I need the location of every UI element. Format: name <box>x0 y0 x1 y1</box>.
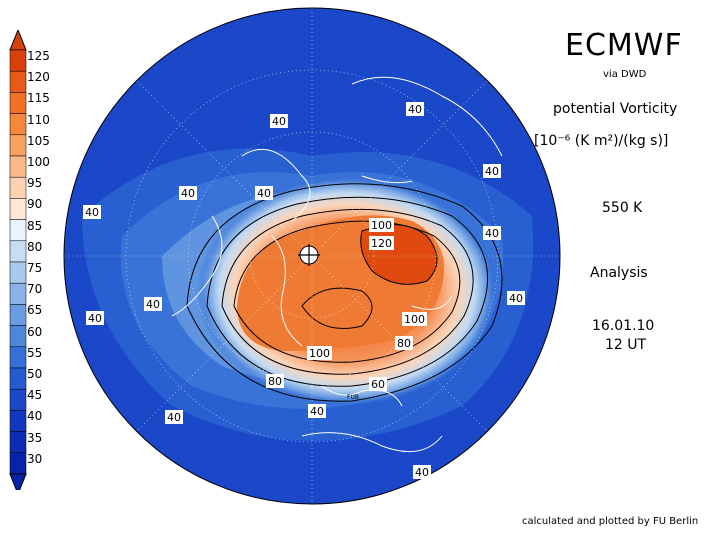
colorbar-tick-label: 35 <box>27 430 43 445</box>
colorbar-tick-label: 75 <box>27 261 43 275</box>
contour-label-box <box>413 465 431 479</box>
colorbar-cell <box>9 240 27 263</box>
contour-label: 40 <box>181 187 195 200</box>
contour-label: 40 <box>415 466 429 479</box>
contour-label: 40 <box>146 298 160 311</box>
analysis-label: Analysis <box>590 265 648 281</box>
model-title: ECMWF <box>565 28 683 63</box>
date-label: 16.01.10 <box>592 318 655 334</box>
contour-label: 40 <box>485 165 499 178</box>
contour-label: 60 <box>371 378 385 391</box>
colorbar-cell <box>9 388 27 411</box>
polar-map: FUB 40 40 40 40 40 40 40 40 40 40 40 40 40 100 120 100 1… <box>63 7 561 505</box>
source-label: via DWD <box>603 69 647 80</box>
contour-label-box <box>144 297 162 311</box>
contour-label-box <box>406 102 424 116</box>
colorbar-tick-label: 95 <box>27 176 43 191</box>
colorbar-cell <box>9 113 27 136</box>
colorbar-tick-label: 85 <box>27 218 43 233</box>
fub-marker-label: FUB <box>347 394 359 401</box>
contour-label: 40 <box>509 292 523 305</box>
colorbar-cell <box>9 282 27 305</box>
colorbar-cell <box>9 134 27 157</box>
colorbar-tick-label: 65 <box>27 303 43 318</box>
contour-label: 40 <box>257 187 271 200</box>
contour-label-box <box>483 164 501 178</box>
colorbar-tick-label: 110 <box>27 112 50 127</box>
colorbar-top-arrow <box>9 30 27 51</box>
contour-label: 40 <box>85 206 99 219</box>
contour-label-box <box>483 226 501 240</box>
colorbar-cell <box>9 70 27 93</box>
colorbar-tick-label: 40 <box>27 409 43 424</box>
field-label: potential Vorticity <box>553 101 678 117</box>
colorbar-cell <box>9 198 27 220</box>
contour-label: 40 <box>88 312 102 325</box>
coastlines <box>171 76 503 453</box>
colorbar-cell <box>9 176 27 199</box>
colorbar-cell <box>9 346 27 369</box>
units-label: [10⁻⁶ (K m²)/(kg s)] <box>534 133 669 149</box>
contour-label-box <box>165 410 183 424</box>
contour-label-box <box>369 236 394 250</box>
contour-label-box <box>507 291 525 305</box>
contour-label: 40 <box>310 405 324 418</box>
colorbar-cell <box>9 261 27 284</box>
contour-label-box <box>369 377 387 391</box>
colorbar-tick-label: 105 <box>27 133 50 148</box>
colorbar-tick-label: 55 <box>27 345 43 360</box>
contour-label: 100 <box>371 219 392 232</box>
colorbar-cell <box>9 92 27 114</box>
colorbar-tick-label: 30 <box>27 451 43 466</box>
colorbar-cell <box>9 155 27 178</box>
contour-label: 100 <box>404 313 425 326</box>
contour-label: 40 <box>485 227 499 240</box>
contour-label: 120 <box>371 237 392 250</box>
contour-label-box <box>83 205 101 219</box>
colorbar-tick-label: 100 <box>27 155 50 169</box>
contour-label-box <box>255 186 273 200</box>
colorbar-tick-label: 70 <box>27 282 43 297</box>
colorbar-tick-label: 115 <box>27 91 50 106</box>
contour-label-box <box>395 336 413 350</box>
contour-label-box <box>179 186 197 200</box>
colorbar-tick-label: 125 <box>27 49 50 63</box>
colorbar-tick-label: 90 <box>27 197 43 212</box>
contour-label-box <box>402 312 427 326</box>
contour-label-box <box>369 218 394 232</box>
colorbar-tick-label: 50 <box>27 367 43 381</box>
colorbar-cell <box>9 410 27 432</box>
contour-label: 40 <box>408 103 422 116</box>
colorbar-cell <box>9 325 27 348</box>
colorbar-cell <box>9 304 27 326</box>
colorbar-cell <box>9 452 27 475</box>
contour-label-box <box>86 311 104 325</box>
level-label: 550 K <box>602 200 643 216</box>
colorbar-cell <box>9 49 27 72</box>
colorbar-tick-label: 120 <box>27 70 50 85</box>
contour-label-box <box>266 374 284 388</box>
contour-label: 100 <box>309 347 330 360</box>
contour-label: 80 <box>268 375 282 388</box>
colorbar-tick-label: 45 <box>27 388 43 403</box>
colorbar-tick-label: 60 <box>27 324 43 339</box>
colorbar-cell <box>9 431 27 454</box>
colorbar-bottom-arrow <box>9 473 27 490</box>
contour-label-box <box>307 346 332 360</box>
contour-label: 40 <box>272 115 286 128</box>
time-label: 12 UT <box>605 337 647 353</box>
colorbar <box>9 30 27 490</box>
credit-footer: calculated and plotted by FU Berlin <box>522 516 699 527</box>
contour-label-box <box>270 114 288 128</box>
contour-label: 40 <box>167 411 181 424</box>
contour-label: 80 <box>397 337 411 350</box>
colorbar-tick-label: 80 <box>27 239 43 254</box>
colorbar-cell <box>9 219 27 242</box>
contour-label-box <box>308 404 326 418</box>
colorbar-cell <box>9 367 27 390</box>
